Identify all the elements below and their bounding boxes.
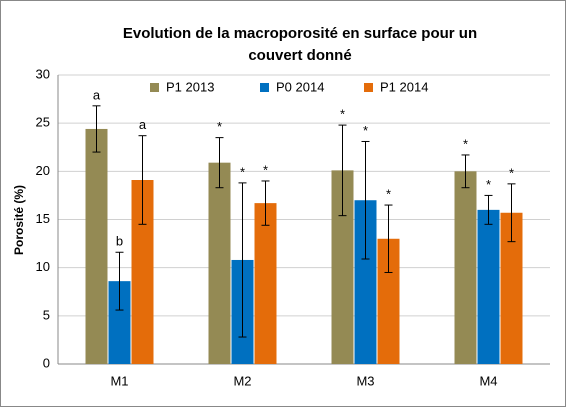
annotation: *	[340, 107, 345, 122]
chart-title: Evolution de la macroporosité en surface…	[123, 25, 477, 42]
annotation: b	[116, 234, 123, 249]
legend-label: P1 2014	[380, 79, 428, 94]
x-tick-label: M2	[233, 373, 251, 388]
x-tick-label: M4	[479, 373, 497, 388]
annotation: a	[93, 87, 101, 102]
legend-label: P1 2013	[166, 79, 214, 94]
chart-title: couvert donné	[248, 47, 351, 64]
annotation: *	[217, 119, 222, 134]
bar	[377, 238, 400, 364]
y-tick-label: 15	[36, 211, 50, 226]
bar	[454, 171, 477, 364]
y-tick-label: 25	[36, 115, 50, 130]
y-tick-label: 5	[43, 307, 50, 322]
annotation: *	[486, 177, 491, 192]
legend-label: P0 2014	[276, 79, 324, 94]
bar	[131, 180, 154, 364]
annotation: *	[240, 164, 245, 179]
bar	[331, 170, 354, 364]
legend-swatch	[150, 83, 159, 92]
annotation: *	[386, 186, 391, 201]
bar	[208, 162, 231, 364]
y-tick-label: 0	[43, 355, 50, 370]
bar	[354, 200, 377, 364]
annotation: *	[263, 162, 268, 177]
y-axis-label: Porosité (%)	[12, 185, 26, 255]
legend-swatch	[364, 83, 373, 92]
bar	[108, 281, 131, 364]
annotation: *	[509, 165, 514, 180]
x-tick-label: M1	[110, 373, 128, 388]
y-tick-label: 10	[36, 259, 50, 274]
bar	[85, 128, 108, 364]
bar	[500, 212, 523, 364]
annotation: *	[363, 123, 368, 138]
y-tick-label: 30	[36, 66, 50, 81]
annotation: *	[463, 136, 468, 151]
legend-swatch	[260, 83, 269, 92]
y-tick-label: 20	[36, 163, 50, 178]
annotation: a	[139, 117, 147, 132]
bar	[254, 203, 277, 364]
bar	[477, 209, 500, 364]
x-tick-label: M3	[356, 373, 374, 388]
